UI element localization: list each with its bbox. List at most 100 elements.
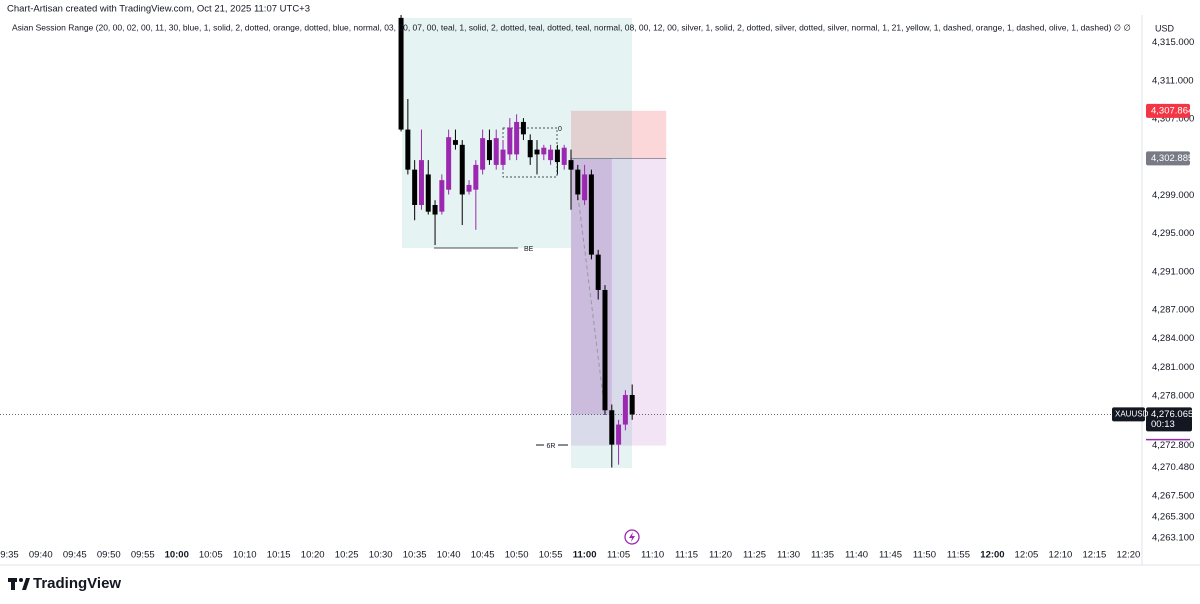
y-tick-label: 4,270.480 [1152,462,1194,473]
x-tick-label: 12:10 [1049,550,1073,561]
candle-body [622,394,628,425]
candle-body [527,140,533,158]
candle-body [432,204,438,215]
x-tick-label: 11:00 [573,550,597,561]
x-tick-label: 11:15 [675,550,698,561]
x-tick-label: 11:40 [845,550,868,561]
x-tick-label: 10:00 [165,550,189,561]
candle-body [493,138,499,165]
brand: TradingView [33,575,121,592]
candle-body [398,17,404,130]
price-axis: 4,315.000 4,311.000 4,307.000 4,299.000 4,29… [0,15,1200,566]
x-tick-label: 12:00 [980,550,1004,561]
logo-mark [11,578,15,590]
x-tick-label: 11:25 [743,550,766,561]
symbol-label: XAUUSD [1115,410,1149,419]
price-label-box [1146,151,1190,166]
y-tick-label: 4,265.300 [1152,512,1194,523]
y-tick-label: 4,307.000 [1152,114,1194,125]
logo [8,578,30,590]
candle-body [459,144,465,195]
event-icon[interactable] [624,529,640,545]
session-box [571,248,632,468]
y-tick-label: 4,291.000 [1152,266,1194,277]
y-tick-label: 4,315.000 [1152,37,1194,48]
y-tick-label: 4,263.100 [1152,533,1194,544]
candle-body [548,149,554,161]
x-tick-label: 09:40 [29,550,53,561]
x-tick-label: 09:45 [63,550,87,561]
x-tick-label: 10:40 [437,550,461,561]
candle-body [561,147,567,165]
x-tick-label: 09:35 [0,550,19,561]
target-zone [571,158,667,446]
candle-body [629,394,635,415]
candle-body [554,149,560,163]
candle-body [582,174,588,201]
event-icon-bolt [629,532,635,542]
x-tick-label: 11:50 [913,550,936,561]
candle-body [466,184,472,192]
y-tick-label: 4,281.000 [1152,362,1194,373]
candle-body [595,254,601,290]
candle-body [425,174,431,212]
x-tick-label: 11:45 [879,550,902,561]
candle-body [452,140,458,145]
candle-body [480,138,486,170]
y-tick-label: 4,278.000 [1152,390,1194,401]
x-tick-label: 10:20 [301,550,325,561]
x-tick-label: 10:15 [267,550,291,561]
candle-body [514,121,520,155]
candle-body [575,169,581,195]
candle-body [446,137,452,190]
y-tick-label: 4,299.000 [1152,190,1194,201]
candle-body [541,147,547,155]
x-tick-label: 11:35 [811,550,834,561]
candle-body [568,160,574,170]
candle-body [405,129,411,170]
logo-mark [22,578,30,590]
header-title: Chart-Artisan created with TradingView.c… [7,4,310,15]
x-tick-label: 11:05 [607,550,630,561]
target-label: 4,272.800 [1152,440,1194,451]
currency: USD [1155,23,1175,33]
r-label: 6R [547,443,556,450]
x-tick-label: 11:30 [777,550,800,561]
y-tick-label: 4,284.000 [1152,333,1194,344]
candle-body [507,127,513,155]
y-tick-label: 4,311.000 [1152,75,1194,86]
x-tick-label: 10:55 [539,550,563,561]
countdown: 00:13 [1151,419,1175,430]
candle-body [588,174,594,255]
be-label: BE [524,246,534,253]
x-tick-label: 10:05 [199,550,223,561]
x-tick-label: 11:55 [947,550,970,561]
candle-body [439,180,445,212]
x-tick-label: 09:50 [97,550,121,561]
x-tick-label: 12:05 [1015,550,1039,561]
x-tick-label: 10:10 [233,550,257,561]
x-tick-label: 10:50 [505,550,529,561]
last-price-box [1146,407,1192,432]
x-tick-label: 10:30 [369,550,393,561]
x-tick-label: 10:25 [335,550,359,561]
indicator-legend: Asian Session Range (20, 00, 02, 00, 11,… [12,22,1131,32]
symbol-box [1112,407,1145,422]
level-label: 0 [558,126,562,133]
price-label: 4,302.885 [1151,153,1193,164]
candle-body [486,140,492,161]
price-label-box [1146,103,1190,118]
candle-body [602,289,608,411]
x-tick-label: 09:55 [131,550,155,561]
last-price-label: 4,276.065 [1151,409,1193,420]
x-tick-label: 11:20 [709,550,732,561]
price-label: 4,307.864 [1151,105,1193,116]
stop-zone [571,110,667,159]
candle-body [473,164,479,190]
candle-body [412,169,418,205]
x-tick-label: 10:35 [403,550,427,561]
y-tick-label: 4,267.500 [1152,491,1194,502]
y-tick-label: 4,287.000 [1152,305,1194,316]
